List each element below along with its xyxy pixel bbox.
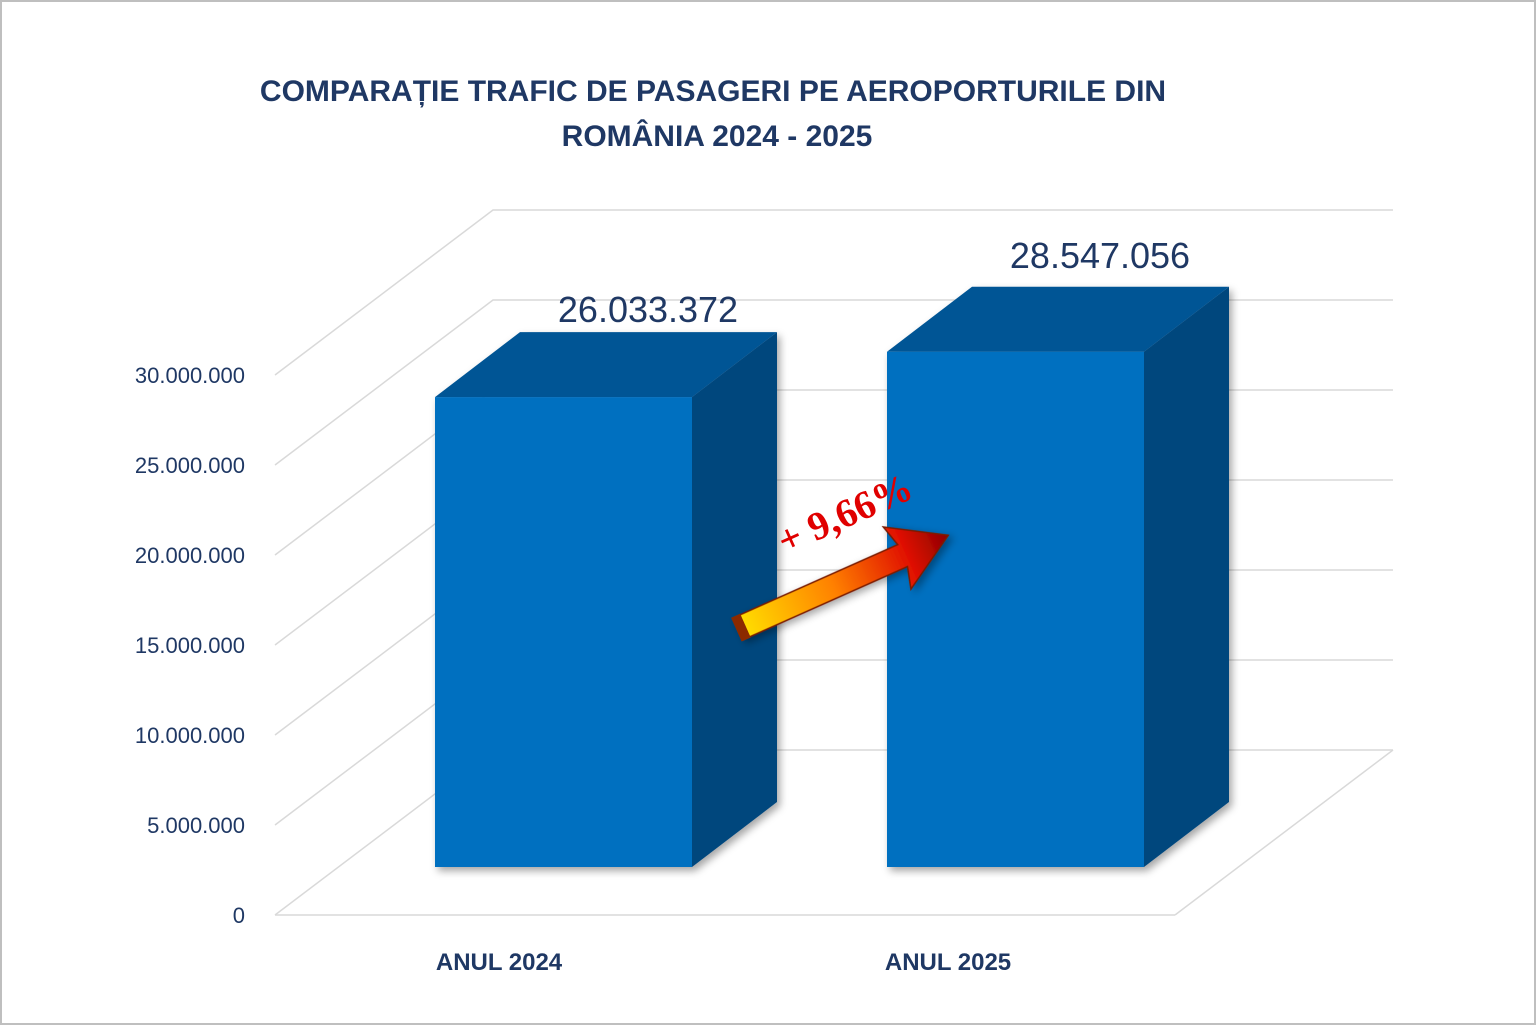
- arrow-tail: [731, 613, 751, 642]
- bar-top: [887, 286, 1229, 352]
- y-tick-label: 20.000.000: [135, 543, 245, 568]
- bar-side: [1144, 286, 1229, 867]
- bar-side: [692, 332, 777, 867]
- data-labels: 26.033.372 28.547.056: [558, 235, 1190, 330]
- arrow-icon: [734, 525, 950, 640]
- category-label-2024: ANUL 2024: [436, 949, 563, 976]
- bar-top: [435, 332, 777, 398]
- bars: [435, 286, 1229, 867]
- category-label-2025: ANUL 2025: [885, 949, 1011, 976]
- y-tick-label: 30.000.000: [135, 363, 245, 388]
- y-tick-label: 15.000.000: [135, 633, 245, 658]
- chart-title-line-1: COMPARAȚIE TRAFIC DE PASAGERI PE AEROPOR…: [260, 75, 1166, 108]
- y-tick-label: 10.000.000: [135, 723, 245, 748]
- y-tick-label: 0: [233, 903, 245, 928]
- bar-anul-2025: [887, 286, 1229, 867]
- growth-arrow: [731, 525, 950, 642]
- y-tick-label: 25.000.000: [135, 453, 245, 478]
- gridline: [274, 209, 1393, 376]
- y-axis-ticks: 0 5.000.000 10.000.000 15.000.000 20.000.000…: [135, 363, 245, 928]
- data-label-2024: 26.033.372: [558, 289, 738, 330]
- floor-right-edge: [1174, 749, 1394, 916]
- bar-front: [887, 351, 1144, 867]
- bar-front: [435, 397, 692, 867]
- chart-title-line-2: ROMÂNIA 2024 - 2025: [562, 119, 873, 153]
- data-label-2025: 28.547.056: [1010, 235, 1190, 276]
- y-tick-label: 5.000.000: [147, 813, 245, 838]
- bar-anul-2024: [435, 332, 777, 867]
